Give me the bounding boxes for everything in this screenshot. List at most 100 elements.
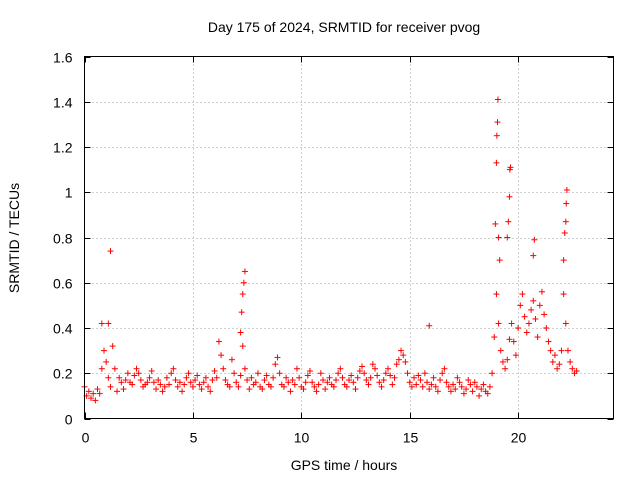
data-point-spike [492, 220, 499, 227]
data-point-spike [504, 234, 511, 241]
data-point [493, 291, 500, 298]
data-point [517, 302, 524, 309]
data-point [463, 386, 470, 393]
data-point-spike [426, 322, 433, 329]
data-point-spike [507, 164, 514, 171]
data-point [499, 358, 506, 365]
data-point [476, 392, 483, 399]
y-tick-label: 1.2 [53, 140, 73, 156]
data-point [220, 365, 227, 372]
data-point [350, 379, 357, 386]
x-tick-label: 20 [511, 430, 527, 446]
data-point [454, 374, 461, 381]
data-point [235, 383, 242, 390]
data-point [398, 347, 405, 354]
data-point [419, 383, 426, 390]
data-point [393, 361, 400, 368]
data-point [452, 386, 459, 393]
data-point-spike [241, 268, 248, 275]
data-point [176, 379, 183, 386]
data-point [92, 397, 99, 404]
data-point [144, 379, 151, 386]
y-tick-label: 1.6 [53, 50, 73, 66]
data-point [528, 306, 535, 313]
data-point [497, 347, 504, 354]
data-point [135, 370, 142, 377]
data-point [447, 388, 454, 395]
data-point-spike [105, 320, 112, 327]
data-point [166, 381, 173, 388]
data-point [337, 365, 344, 372]
data-point [120, 386, 127, 393]
data-point [432, 383, 439, 390]
data-point [137, 377, 144, 384]
data-point [367, 374, 374, 381]
data-point [200, 379, 207, 386]
data-point [192, 377, 199, 384]
data-point-spike [530, 252, 537, 259]
data-point [387, 372, 394, 379]
data-point [391, 374, 398, 381]
data-point [313, 388, 320, 395]
data-point [187, 379, 194, 386]
data-point [181, 381, 188, 388]
data-point [231, 370, 238, 377]
data-point [549, 358, 556, 365]
data-point [315, 381, 322, 388]
grid-layer [84, 56, 614, 419]
data-point [480, 381, 487, 388]
data-point [131, 372, 138, 379]
data-point [98, 365, 105, 372]
data-point-spike [493, 132, 500, 139]
data-point-spike [240, 279, 247, 286]
data-point [415, 372, 422, 379]
data-point [489, 370, 496, 377]
data-point [183, 374, 190, 381]
data-point [389, 381, 396, 388]
data-point [218, 352, 225, 359]
x-tick-label: 15 [403, 430, 419, 446]
data-point [133, 365, 140, 372]
data-point [523, 329, 530, 336]
mark-layer [81, 96, 580, 404]
data-point [101, 347, 108, 354]
data-point [129, 381, 136, 388]
data-point [556, 361, 563, 368]
data-point [538, 288, 545, 295]
data-point [521, 313, 528, 320]
data-point [365, 381, 372, 388]
data-point [458, 383, 465, 390]
data-point [408, 383, 415, 390]
data-point [491, 334, 498, 341]
data-point [378, 383, 385, 390]
data-point [532, 315, 539, 322]
data-point [330, 383, 337, 390]
data-point [94, 386, 101, 393]
data-point-spike [506, 193, 513, 200]
data-point [202, 374, 209, 381]
data-point [246, 386, 253, 393]
data-point [319, 377, 326, 384]
data-point [291, 381, 298, 388]
data-point [261, 377, 268, 384]
data-point [170, 365, 177, 372]
data-point [233, 379, 240, 386]
data-point-spike [493, 159, 500, 166]
data-point [348, 372, 355, 379]
data-point [385, 365, 392, 372]
data-point [573, 367, 580, 374]
data-point [157, 381, 164, 388]
data-point [109, 343, 116, 350]
data-point [150, 379, 157, 386]
data-point-spike [561, 229, 568, 236]
data-point [361, 370, 368, 377]
data-point-spike [563, 200, 570, 207]
data-point [465, 377, 472, 384]
y-tick-label: 1.4 [53, 95, 73, 111]
data-point-spike [496, 257, 503, 264]
data-point [551, 352, 558, 359]
data-point [413, 381, 420, 388]
data-point [179, 388, 186, 395]
data-point [426, 386, 433, 393]
